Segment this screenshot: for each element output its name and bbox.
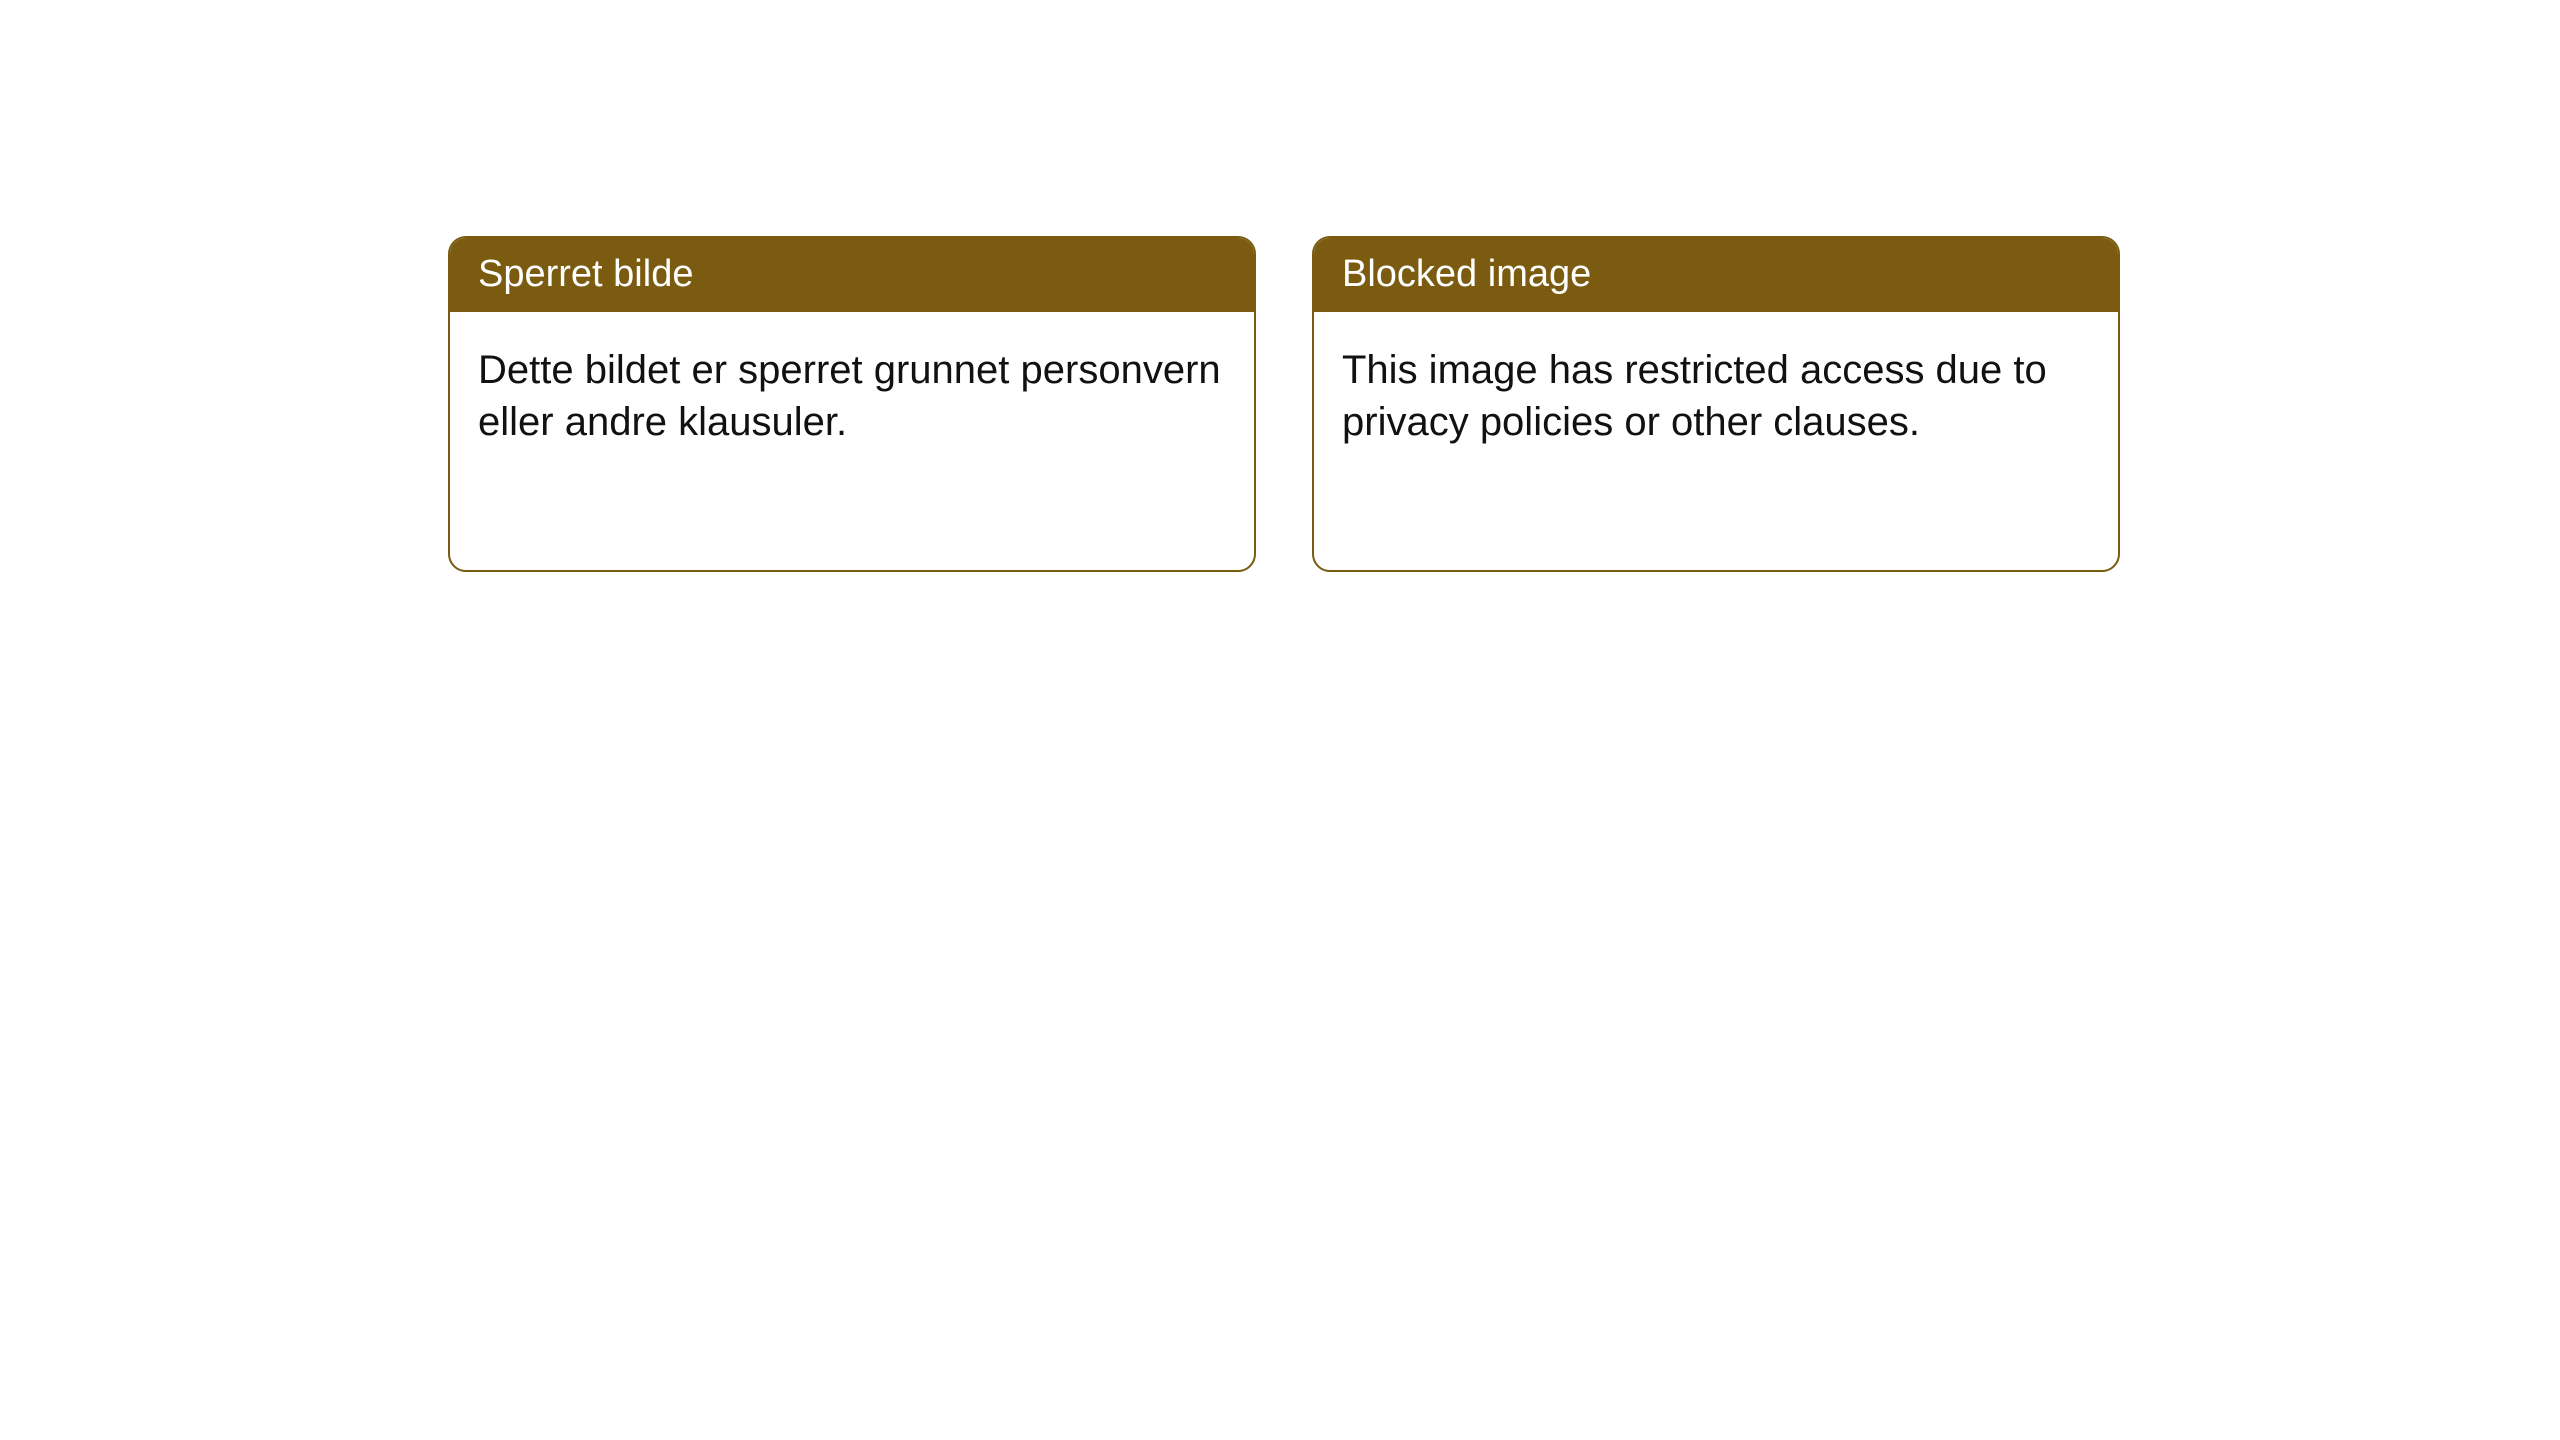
- notice-body: Dette bildet er sperret grunnet personve…: [450, 312, 1254, 480]
- notice-title: Blocked image: [1314, 238, 2118, 312]
- notice-body: This image has restricted access due to …: [1314, 312, 2118, 480]
- notice-card-norwegian: Sperret bilde Dette bildet er sperret gr…: [448, 236, 1256, 572]
- notice-container: Sperret bilde Dette bildet er sperret gr…: [0, 0, 2560, 572]
- notice-card-english: Blocked image This image has restricted …: [1312, 236, 2120, 572]
- notice-title: Sperret bilde: [450, 238, 1254, 312]
